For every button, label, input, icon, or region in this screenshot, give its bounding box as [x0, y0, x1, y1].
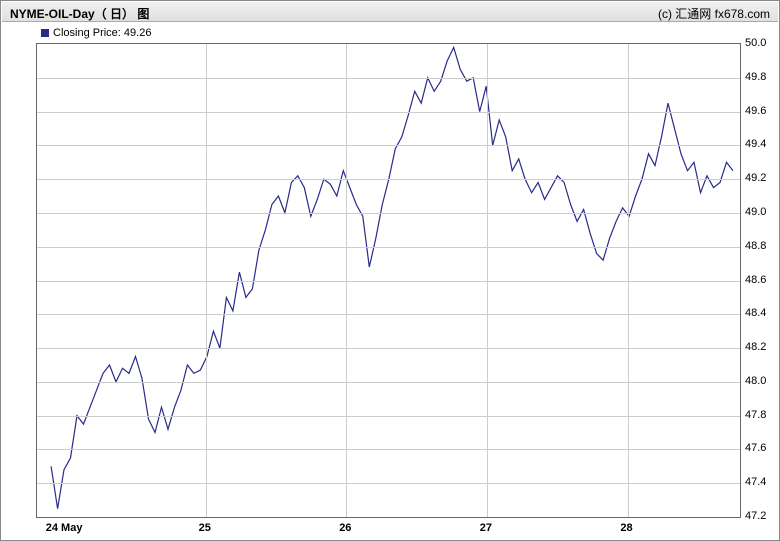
y-tick-label: 49.4 [745, 138, 775, 150]
y-tick-label: 48.0 [745, 375, 775, 387]
y-tick-label: 48.4 [745, 307, 775, 319]
grid-line-h [37, 449, 740, 450]
y-tick-label: 47.4 [745, 476, 775, 488]
chart-legend: Closing Price: 49.26 [41, 27, 151, 39]
y-tick-label: 48.2 [745, 341, 775, 353]
grid-line-h [37, 112, 740, 113]
y-tick-label: 49.6 [745, 105, 775, 117]
grid-line-h [37, 179, 740, 180]
grid-line-h [37, 382, 740, 383]
plot-area [36, 43, 741, 518]
chart-copyright: (c) 汇通网 fx678.com [658, 5, 770, 22]
grid-line-v [487, 44, 488, 517]
y-tick-label: 47.6 [745, 442, 775, 454]
grid-line-v [628, 44, 629, 517]
grid-line-h [37, 314, 740, 315]
y-tick-label: 47.8 [745, 409, 775, 421]
y-tick-label: 49.2 [745, 172, 775, 184]
y-tick-label: 50.0 [745, 37, 775, 49]
legend-label: Closing Price: 49.26 [53, 27, 151, 39]
chart-container: NYME-OIL-Day（ 日） 图 (c) 汇通网 fx678.com Clo… [0, 0, 780, 541]
grid-line-h [37, 348, 740, 349]
x-tick-label: 27 [456, 522, 516, 534]
chart-title: NYME-OIL-Day（ 日） 图 [10, 5, 149, 22]
y-tick-label: 49.8 [745, 71, 775, 83]
y-tick-label: 48.8 [745, 240, 775, 252]
x-tick-label: 25 [175, 522, 235, 534]
grid-line-h [37, 213, 740, 214]
grid-line-h [37, 247, 740, 248]
header-bar: NYME-OIL-Day（ 日） 图 (c) 汇通网 fx678.com [2, 2, 778, 22]
grid-line-h [37, 483, 740, 484]
y-tick-label: 49.0 [745, 206, 775, 218]
y-tick-label: 48.6 [745, 274, 775, 286]
price-polyline [51, 47, 733, 508]
grid-line-h [37, 78, 740, 79]
x-tick-label: 28 [597, 522, 657, 534]
legend-marker-icon [41, 29, 49, 37]
grid-line-h [37, 416, 740, 417]
y-tick-label: 47.2 [745, 510, 775, 522]
grid-line-h [37, 145, 740, 146]
grid-line-h [37, 281, 740, 282]
grid-line-v [206, 44, 207, 517]
grid-line-v [346, 44, 347, 517]
x-tick-label: 26 [315, 522, 375, 534]
x-tick-label: 24 May [34, 522, 94, 534]
